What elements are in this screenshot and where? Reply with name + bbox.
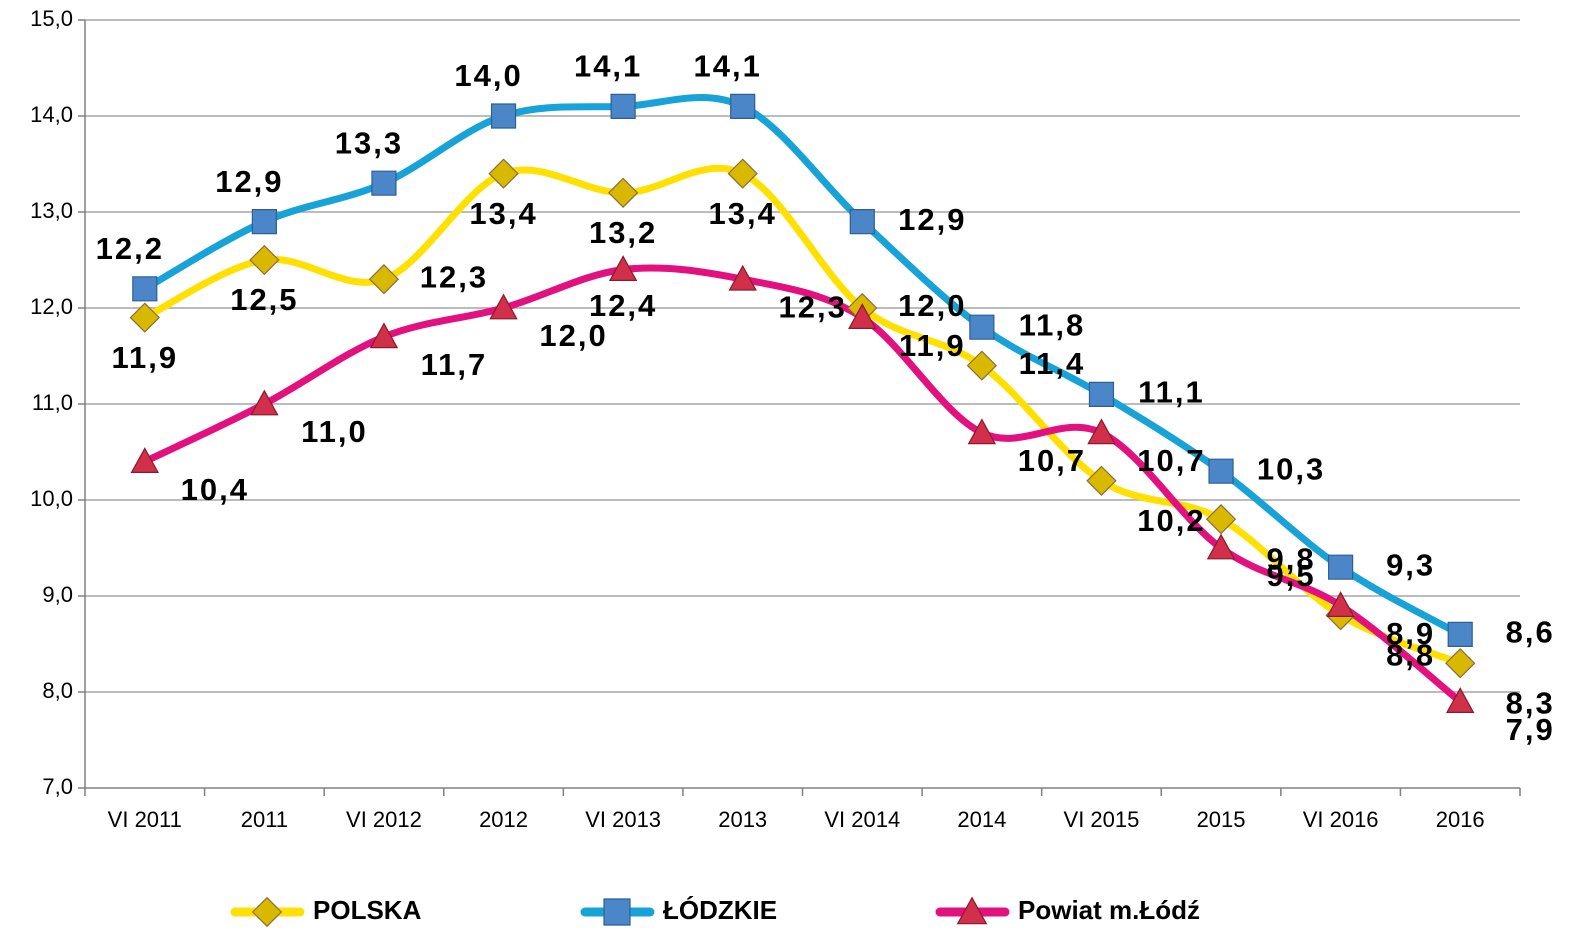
- y-tick-label: 13,0: [30, 198, 73, 223]
- y-tick-label: 15,0: [30, 6, 73, 31]
- marker: [130, 447, 160, 473]
- x-tick-label: 2011: [241, 807, 288, 832]
- marker: [610, 93, 636, 120]
- x-tick-label: VI 2012: [346, 807, 422, 832]
- marker: [250, 389, 279, 416]
- data-label: 14,0: [454, 58, 522, 93]
- x-tick-label: VI 2013: [585, 807, 661, 832]
- data-label: 10,3: [1257, 451, 1325, 486]
- x-tick-label: VI 2016: [1303, 807, 1379, 832]
- marker: [1447, 621, 1473, 648]
- data-label: 14,1: [694, 49, 762, 84]
- marker: [129, 302, 160, 333]
- marker: [1208, 458, 1234, 484]
- data-label: 9,5: [1266, 558, 1315, 593]
- marker: [1086, 465, 1117, 496]
- x-tick-label: 2012: [479, 807, 528, 832]
- marker: [1087, 418, 1116, 445]
- data-label: 11,8: [1019, 307, 1086, 342]
- data-label: 10,7: [1137, 443, 1205, 478]
- data-label: 10,2: [1137, 503, 1205, 538]
- data-label: 12,4: [589, 288, 657, 323]
- data-label: 11,7: [421, 347, 488, 382]
- y-tick-label: 11,0: [32, 390, 73, 415]
- y-tick-label: 12,0: [30, 294, 73, 319]
- data-label: 12,2: [96, 231, 164, 266]
- marker: [132, 276, 158, 302]
- data-label: 8,3: [1506, 685, 1555, 720]
- legend-label: Powiat m.Łódź: [1018, 895, 1200, 925]
- marker: [1328, 554, 1354, 580]
- marker: [489, 293, 518, 320]
- marker: [728, 264, 757, 291]
- data-label: 13,4: [469, 196, 537, 231]
- data-label: 8,9: [1386, 616, 1435, 651]
- data-label: 10,4: [181, 472, 249, 507]
- data-label: 11,1: [1138, 375, 1205, 410]
- data-label: 12,9: [215, 164, 283, 199]
- data-label: 12,5: [230, 282, 298, 317]
- x-tick-label: VI 2014: [824, 807, 900, 832]
- data-label: 11,4: [1019, 346, 1086, 381]
- marker: [249, 244, 280, 276]
- marker: [1445, 687, 1475, 714]
- marker: [603, 898, 631, 926]
- marker: [251, 209, 277, 235]
- data-label: 11,0: [301, 414, 368, 449]
- marker: [607, 177, 639, 208]
- marker: [251, 896, 283, 928]
- marker: [490, 103, 517, 129]
- y-tick-label: 10,0: [30, 486, 73, 511]
- marker: [1445, 648, 1476, 679]
- data-label: 9,8: [1266, 541, 1315, 576]
- data-label: 13,4: [709, 196, 777, 231]
- x-tick-label: VI 2011: [108, 807, 182, 832]
- data-label: 9,3: [1386, 547, 1435, 582]
- data-label: 12,3: [420, 259, 488, 294]
- data-label: 11,9: [111, 340, 178, 375]
- marker: [849, 209, 875, 235]
- data-label: 7,9: [1506, 712, 1555, 747]
- x-tick-label: 2015: [1197, 807, 1246, 832]
- marker: [848, 303, 877, 329]
- marker: [727, 158, 758, 189]
- marker: [608, 255, 638, 281]
- marker: [1205, 504, 1237, 535]
- marker: [371, 170, 397, 196]
- marker: [966, 350, 998, 381]
- marker: [956, 896, 988, 925]
- x-tick-label: 2016: [1436, 807, 1485, 832]
- x-tick-label: 2013: [718, 807, 767, 832]
- marker: [1326, 591, 1355, 618]
- y-tick-label: 14,0: [30, 102, 73, 127]
- x-tick-label: VI 2015: [1064, 807, 1140, 832]
- x-tick-label: 2014: [957, 807, 1006, 832]
- data-label: 13,3: [335, 125, 403, 160]
- y-tick-label: 9,0: [42, 582, 73, 607]
- marker: [1088, 381, 1115, 407]
- data-label: 8,8: [1386, 637, 1435, 672]
- y-tick-label: 7,0: [42, 774, 73, 799]
- data-label: 11,9: [899, 328, 966, 363]
- data-label: 10,7: [1018, 443, 1086, 478]
- marker: [730, 93, 756, 120]
- marker: [967, 418, 997, 445]
- data-label: 12,9: [898, 202, 966, 237]
- marker: [368, 264, 400, 295]
- data-label: 14,1: [574, 49, 642, 84]
- data-label: 8,6: [1506, 615, 1555, 650]
- marker: [1206, 533, 1236, 560]
- data-label: 13,2: [589, 215, 657, 250]
- legend-label: POLSKA: [313, 895, 422, 925]
- y-tick-label: 8,0: [42, 678, 73, 703]
- data-label: 12,0: [898, 288, 966, 323]
- data-label: 12,0: [539, 318, 607, 353]
- marker: [488, 158, 519, 189]
- marker: [969, 314, 995, 340]
- data-label: 12,3: [779, 289, 847, 324]
- legend-label: ŁÓDZKIE: [663, 895, 777, 925]
- marker: [369, 322, 399, 349]
